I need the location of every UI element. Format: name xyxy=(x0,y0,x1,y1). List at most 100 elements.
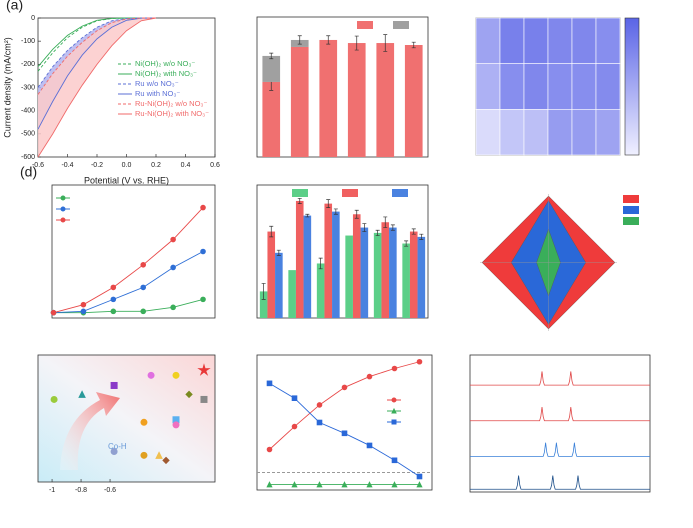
marker xyxy=(50,309,57,316)
heatmap-cell xyxy=(499,17,525,64)
marker xyxy=(391,481,398,488)
bar xyxy=(316,263,325,318)
heatmap-cell xyxy=(547,109,573,156)
marker xyxy=(155,451,163,459)
trend-arrow xyxy=(60,392,120,470)
bar xyxy=(324,203,333,318)
panel-label: (d) xyxy=(20,164,37,180)
legend-label: Ru w/o NO₃⁻ xyxy=(135,79,179,88)
legend-label: Ni(OH)₂ w/o NO₃⁻ xyxy=(135,59,195,68)
legend-label: Ru with NO₃⁻ xyxy=(135,89,180,98)
error-bar xyxy=(411,228,416,235)
marker xyxy=(341,430,348,437)
marker xyxy=(110,308,117,315)
marker xyxy=(60,217,66,223)
marker xyxy=(316,481,323,488)
bar xyxy=(288,270,296,318)
heatmap-cell xyxy=(475,109,501,156)
legend-swatch xyxy=(623,217,639,225)
heatmap-cell xyxy=(523,17,549,64)
marker xyxy=(291,481,298,488)
marker xyxy=(366,481,373,488)
heatmap-cell xyxy=(547,17,573,64)
marker xyxy=(366,373,373,380)
plot-frame xyxy=(256,354,433,491)
bar xyxy=(389,227,397,318)
legend-label: Ru-Ni(OH)₂ with NO₃⁻ xyxy=(135,109,209,118)
bar xyxy=(409,231,418,318)
marker xyxy=(110,284,117,291)
x-tick-label: 0.4 xyxy=(181,162,191,169)
error-bar xyxy=(333,208,338,215)
marker xyxy=(140,262,147,268)
marker xyxy=(170,264,176,271)
plot-frame xyxy=(256,184,429,319)
fill-between xyxy=(38,18,156,157)
y-tick-label: -200 xyxy=(21,61,35,68)
marker xyxy=(110,296,117,303)
series-line xyxy=(53,207,204,314)
annotation: Co-H xyxy=(108,442,127,451)
marker xyxy=(50,395,58,403)
bar xyxy=(345,235,353,318)
series-line xyxy=(37,17,157,130)
plot-frame xyxy=(51,184,216,319)
marker xyxy=(200,248,206,255)
bar xyxy=(319,39,338,157)
marker xyxy=(200,296,206,303)
legend-swatch xyxy=(392,189,408,197)
error-bar xyxy=(362,223,367,232)
marker xyxy=(147,371,155,379)
marker xyxy=(140,284,147,291)
marker xyxy=(391,457,398,464)
y-axis-label: Current density (mA/cm²) xyxy=(2,37,12,138)
error-bar xyxy=(390,224,395,231)
bar xyxy=(381,222,390,318)
legend-swatch xyxy=(292,189,308,197)
marker xyxy=(341,481,348,488)
y-tick-label: -100 xyxy=(21,38,35,45)
legend-label: Ru-Ni(OH)₂ w/o NO₃⁻ xyxy=(135,99,207,108)
heatmap-cell xyxy=(523,109,549,156)
marker xyxy=(266,481,273,488)
heatmap-cell xyxy=(523,63,549,110)
marker xyxy=(316,402,323,408)
marker xyxy=(391,365,398,372)
legend-label: Ni(OH)₂ with NO₃⁻ xyxy=(135,69,197,78)
error-bar xyxy=(326,199,331,208)
x-axis-label: Potential (V vs. RHE) xyxy=(84,175,169,185)
legend-swatch xyxy=(623,195,639,203)
y-tick-label: -500 xyxy=(21,131,35,138)
marker xyxy=(110,381,118,389)
marker xyxy=(266,380,273,387)
x-tick-label: -1 xyxy=(49,487,55,494)
x-tick-label: -0.8 xyxy=(75,487,87,494)
legend-swatch xyxy=(357,21,373,29)
series-line xyxy=(269,361,420,450)
error-bar xyxy=(326,35,331,45)
y-tick-label: -300 xyxy=(21,84,35,91)
error-bar xyxy=(383,216,388,228)
error-bar xyxy=(419,233,424,240)
marker xyxy=(366,442,373,449)
marker xyxy=(170,304,176,311)
marker xyxy=(200,204,206,211)
series-line xyxy=(53,251,204,314)
error-bar xyxy=(354,35,359,51)
bar xyxy=(262,55,281,82)
marker xyxy=(162,456,170,465)
error-bar xyxy=(297,35,302,45)
bar xyxy=(259,291,268,318)
spectrum xyxy=(470,475,650,490)
marker xyxy=(80,301,87,308)
legend-swatch xyxy=(623,206,639,214)
error-bar xyxy=(305,213,310,218)
bar xyxy=(295,200,304,318)
marker xyxy=(316,419,323,426)
marker xyxy=(78,390,86,398)
bar xyxy=(275,252,283,318)
bar xyxy=(352,214,361,318)
x-tick-label: -0.6 xyxy=(104,487,116,494)
heatmap-cell xyxy=(547,63,573,110)
